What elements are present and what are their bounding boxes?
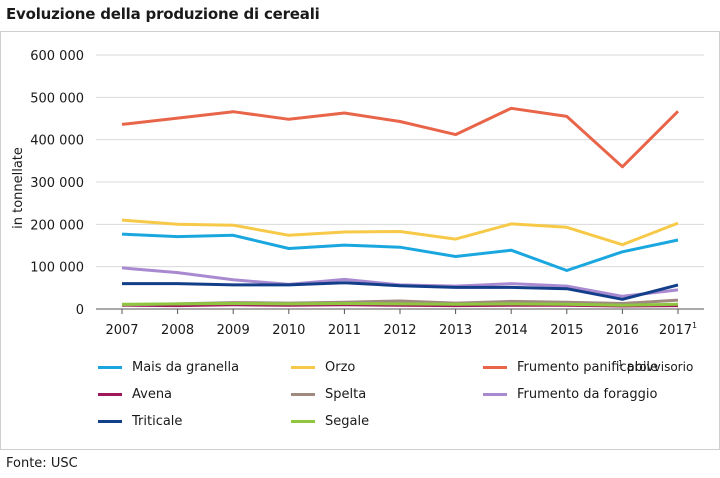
legend-label: Spelta [325,387,367,402]
legend-label: Triticale [132,414,183,429]
legend-item: Orzo [291,360,355,375]
series-line-segale [121,302,679,307]
y-axis-label: in tonnellate [11,147,26,229]
legend-swatch [291,366,315,369]
legend-label: Orzo [325,360,356,375]
chart-title: Evoluzione della produzione di cereali [6,5,320,23]
source-note: Fonte: USC [6,456,78,471]
series-line-frumento-da-foraggio [121,266,679,298]
legend-label: Mais da granella [132,360,240,375]
x-tick-label: 2011 [328,323,361,338]
legend-swatch [98,393,122,396]
x-tick-label: 2012 [383,323,416,338]
x-tick-label: 2008 [161,323,194,338]
y-tick-label: 500 000 [30,91,84,106]
legend-swatch [291,393,315,396]
x-tick-label: 2014 [495,323,528,338]
legend-swatch [98,420,122,423]
y-tick-label: 100 000 [30,261,84,276]
x-tick-label: 2009 [217,323,250,338]
legend-swatch [291,420,315,423]
legend-swatch [98,366,122,369]
y-tick-label: 300 000 [30,176,84,191]
x-tick-label: 2013 [439,323,472,338]
footnote-text: provvisorio [626,360,694,374]
legend-item: Spelta [291,387,366,402]
legend-label: Avena [132,387,173,402]
y-tick-label: 0 [76,303,84,318]
legend-item: Triticale [98,414,182,429]
legend-swatch [483,366,507,369]
series-line-mais-da-granella [121,232,679,272]
legend-item: Frumento da foraggio [483,387,657,402]
legend-item: Segale [291,414,369,429]
legend-item: Frumento panificabile [483,360,658,375]
legend-label: Frumento da foraggio [517,387,658,402]
x-tick-label: 2015 [550,323,583,338]
legend-label: Segale [325,414,370,429]
footnote: 1 provvisorio [618,359,693,374]
x-tick-label: 20171 [659,321,697,338]
x-tick-label: 2007 [105,323,138,338]
series-line-orzo [121,218,679,247]
series-line-triticale [122,281,679,301]
y-tick-label: 600 000 [30,49,84,64]
y-tick-label: 200 000 [30,218,84,233]
y-tick-label: 400 000 [30,134,84,149]
legend-label: Frumento panificabile [517,360,659,375]
legend-item: Mais da granella [98,360,239,375]
series-line-frumento-panificabile [121,106,680,169]
x-tick-label: 2010 [272,323,305,338]
footnote-marker: 1 [618,359,624,368]
legend-item: Avena [98,387,172,402]
legend-swatch [483,393,507,396]
x-tick-label: 2016 [606,323,639,338]
